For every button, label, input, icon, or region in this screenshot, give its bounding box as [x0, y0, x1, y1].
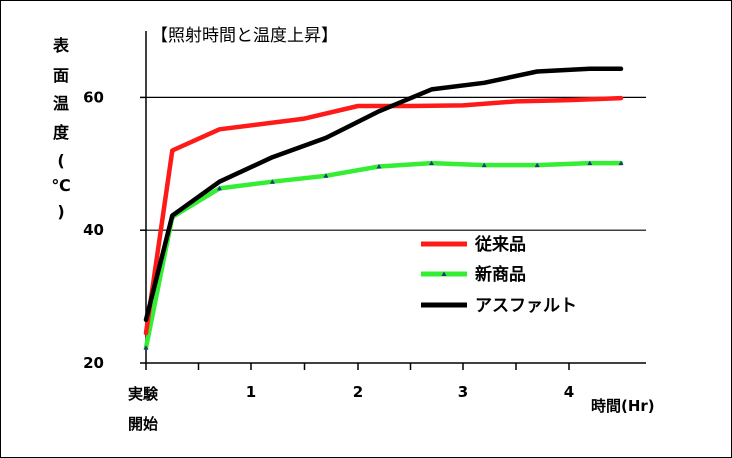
- x-tick-label: 4: [564, 383, 574, 401]
- x-axis-label: 時間(Hr): [591, 397, 655, 415]
- series-line-1: [143, 160, 624, 350]
- x-tick-label: 実験: [128, 385, 159, 403]
- series-marker: [618, 160, 624, 166]
- y-tick-label: 40: [83, 221, 104, 239]
- series-marker: [143, 345, 149, 350]
- series-marker: [376, 163, 382, 169]
- series-marker: [429, 160, 434, 166]
- y-axis-label-char: ℃: [51, 176, 70, 195]
- series-marker: [587, 160, 593, 166]
- y-tick-label: 60: [83, 88, 104, 106]
- series-marker: [269, 179, 275, 184]
- y-axis-label-char: 表: [52, 36, 70, 55]
- series-marker: [481, 162, 487, 168]
- legend-marker: [441, 271, 447, 276]
- x-tick-label: 2: [353, 383, 363, 401]
- y-axis-label-char: 度: [53, 123, 70, 142]
- y-axis-label-char: (: [57, 151, 64, 170]
- chart-title: 【照射時間と温度上昇】: [151, 26, 338, 46]
- legend-label: 新商品: [475, 264, 526, 285]
- y-axis-label-char: 温: [52, 94, 69, 113]
- x-tick-label: 3: [458, 383, 468, 401]
- legend-label: 従来品: [474, 234, 526, 255]
- legend-label: アスファルト: [475, 296, 577, 316]
- series-marker: [323, 173, 329, 178]
- y-axis-label-char: 面: [53, 66, 69, 85]
- x-tick-label: 1: [246, 383, 256, 401]
- series-line-0: [143, 95, 624, 336]
- series-marker: [217, 185, 222, 191]
- y-tick-label: 20: [83, 354, 104, 372]
- x-tick-label: 開始: [128, 415, 158, 433]
- y-axis-label-char: ): [57, 202, 64, 221]
- series-line-2: [143, 66, 624, 323]
- series-marker: [534, 162, 540, 168]
